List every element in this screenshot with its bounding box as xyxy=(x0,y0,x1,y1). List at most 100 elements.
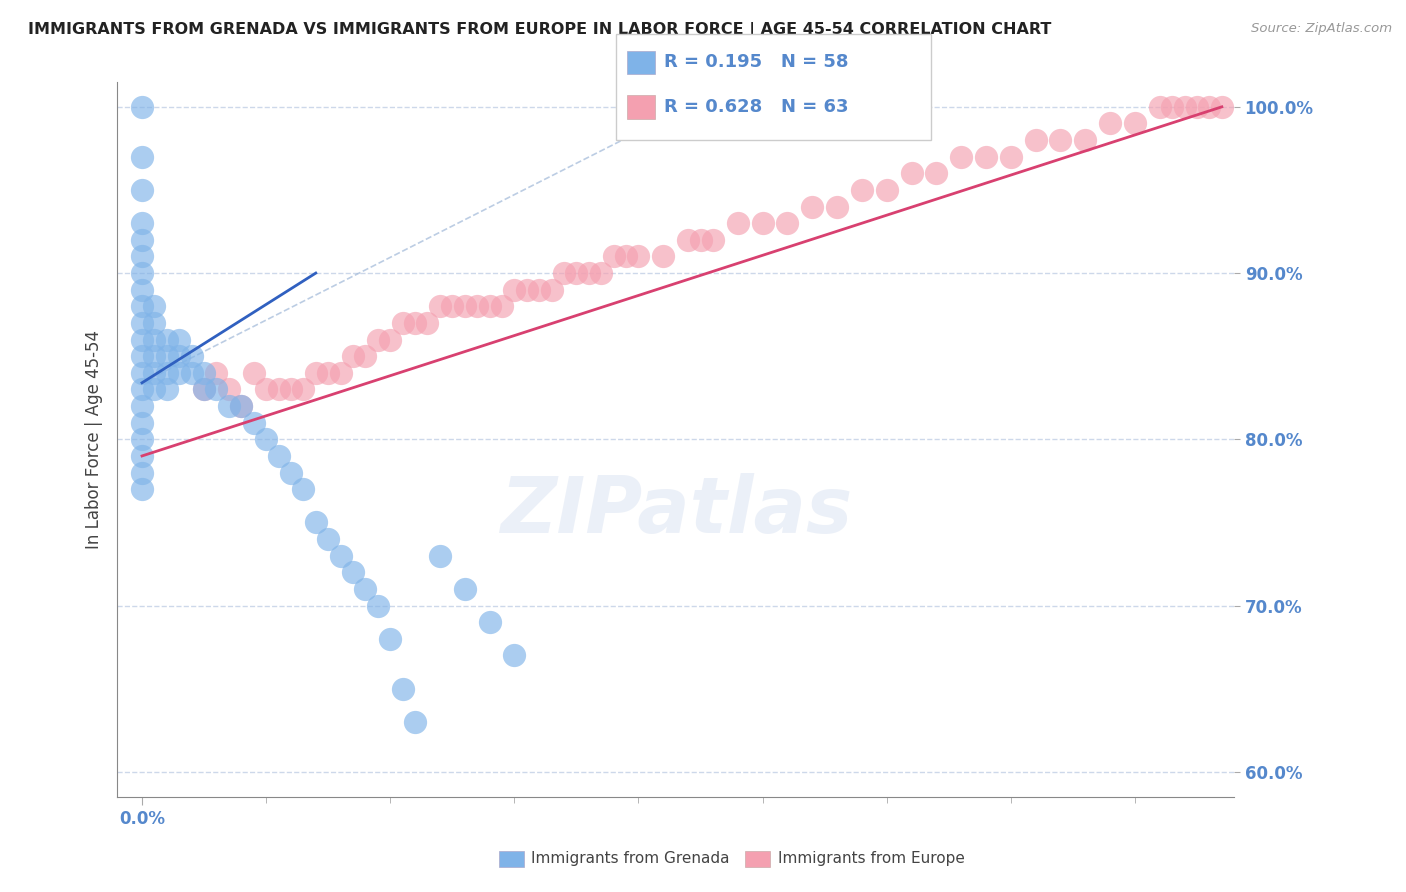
Point xyxy=(1000,150,1022,164)
Point xyxy=(404,316,426,330)
Point xyxy=(180,349,202,363)
Point xyxy=(851,183,873,197)
Point xyxy=(1185,100,1208,114)
Point xyxy=(180,366,202,380)
Point xyxy=(652,250,675,264)
Point xyxy=(156,333,179,347)
Point xyxy=(391,681,413,696)
Point xyxy=(167,349,190,363)
Point xyxy=(454,299,477,313)
Point xyxy=(267,383,290,397)
Point xyxy=(242,416,264,430)
Point xyxy=(429,549,451,563)
Point xyxy=(950,150,973,164)
Point xyxy=(1074,133,1097,147)
Point xyxy=(131,183,153,197)
Point xyxy=(131,383,153,397)
Point xyxy=(1211,100,1233,114)
Point xyxy=(316,366,339,380)
Point xyxy=(342,566,364,580)
Point xyxy=(305,516,328,530)
Point xyxy=(242,366,264,380)
Point xyxy=(143,383,166,397)
Point xyxy=(280,466,302,480)
Text: IMMIGRANTS FROM GRENADA VS IMMIGRANTS FROM EUROPE IN LABOR FORCE | AGE 45-54 COR: IMMIGRANTS FROM GRENADA VS IMMIGRANTS FR… xyxy=(28,22,1052,38)
Point xyxy=(267,449,290,463)
Text: R = 0.195   N = 58: R = 0.195 N = 58 xyxy=(664,54,848,71)
Point xyxy=(131,366,153,380)
Point xyxy=(391,316,413,330)
Point xyxy=(454,582,477,596)
Point xyxy=(627,250,650,264)
Point xyxy=(354,582,377,596)
Point xyxy=(329,366,352,380)
Point xyxy=(354,349,377,363)
Point xyxy=(876,183,898,197)
Point xyxy=(143,316,166,330)
Point xyxy=(156,383,179,397)
Point xyxy=(727,216,749,230)
Point xyxy=(776,216,799,230)
Point xyxy=(591,266,613,280)
Point xyxy=(143,299,166,313)
Point xyxy=(825,200,848,214)
Point xyxy=(974,150,997,164)
Point xyxy=(131,299,153,313)
Point xyxy=(131,250,153,264)
Y-axis label: In Labor Force | Age 45-54: In Labor Force | Age 45-54 xyxy=(86,330,103,549)
Point xyxy=(1174,100,1197,114)
Text: Immigrants from Grenada: Immigrants from Grenada xyxy=(531,852,730,866)
Point xyxy=(1099,116,1122,130)
Point xyxy=(131,416,153,430)
Point xyxy=(614,250,637,264)
Point xyxy=(305,366,328,380)
Text: ZIPatlas: ZIPatlas xyxy=(499,473,852,549)
Point xyxy=(231,399,253,413)
Point xyxy=(131,216,153,230)
Point xyxy=(131,283,153,297)
Text: R = 0.628   N = 63: R = 0.628 N = 63 xyxy=(664,98,848,116)
Point xyxy=(540,283,562,297)
Point xyxy=(702,233,724,247)
Point xyxy=(676,233,699,247)
Point xyxy=(131,399,153,413)
Point xyxy=(131,349,153,363)
Point xyxy=(367,333,389,347)
Point xyxy=(218,399,240,413)
Point xyxy=(380,632,402,646)
Point xyxy=(156,349,179,363)
Point xyxy=(143,366,166,380)
Point xyxy=(329,549,352,563)
Point xyxy=(578,266,600,280)
Point xyxy=(491,299,513,313)
Point xyxy=(1049,133,1071,147)
Point xyxy=(167,333,190,347)
Point xyxy=(193,366,215,380)
Point xyxy=(131,100,153,114)
Point xyxy=(156,366,179,380)
Point xyxy=(478,615,501,630)
Point xyxy=(441,299,464,313)
Point xyxy=(801,200,824,214)
Point xyxy=(380,333,402,347)
Point xyxy=(900,166,922,180)
Point xyxy=(751,216,773,230)
Point xyxy=(342,349,364,363)
Point xyxy=(527,283,550,297)
Point xyxy=(602,250,624,264)
Point xyxy=(131,333,153,347)
Text: Source: ZipAtlas.com: Source: ZipAtlas.com xyxy=(1251,22,1392,36)
Point xyxy=(143,333,166,347)
Point xyxy=(553,266,575,280)
Point xyxy=(1149,100,1171,114)
Point xyxy=(516,283,538,297)
Point xyxy=(689,233,711,247)
Point xyxy=(205,383,228,397)
Point xyxy=(404,714,426,729)
Point xyxy=(416,316,439,330)
Point xyxy=(193,383,215,397)
Point xyxy=(316,532,339,546)
Point xyxy=(503,648,526,663)
Point xyxy=(218,383,240,397)
Point xyxy=(292,383,315,397)
